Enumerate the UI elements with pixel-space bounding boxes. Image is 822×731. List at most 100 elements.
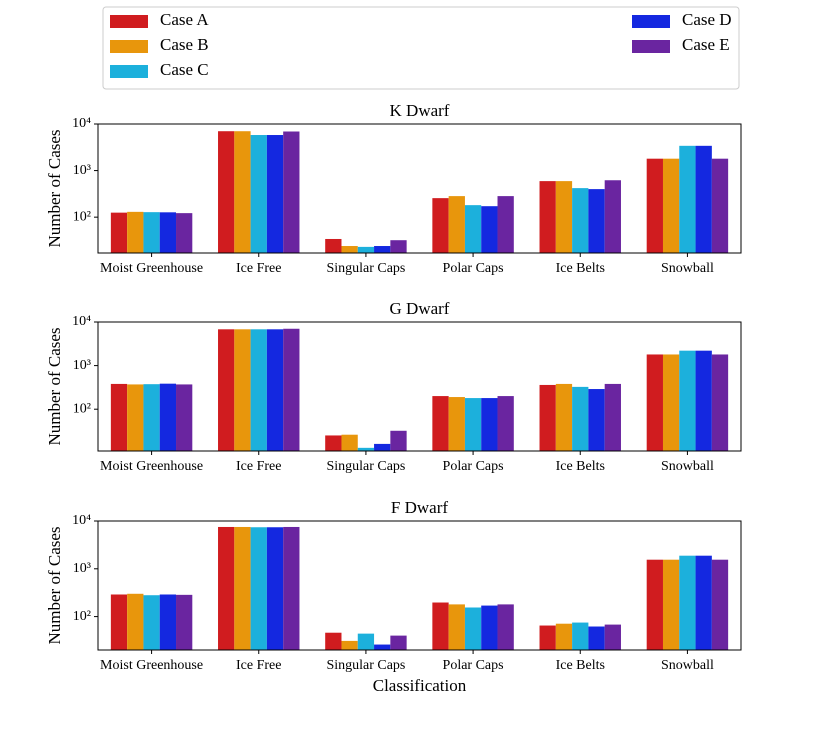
bar <box>555 623 573 650</box>
bar <box>695 350 712 451</box>
bar <box>572 188 589 253</box>
bar <box>374 246 391 253</box>
axes-frame <box>97 123 742 254</box>
bar <box>374 644 391 650</box>
bar <box>159 594 177 650</box>
y-axis-label: Number of Cases <box>45 526 64 644</box>
bar <box>539 625 556 650</box>
x-tick-label: Snowball <box>661 261 714 276</box>
y-tick-label: 10³ <box>73 163 91 178</box>
bar <box>588 389 605 451</box>
bar <box>604 383 621 451</box>
bar <box>159 212 177 253</box>
x-tick-label: Moist Greenhouse <box>100 459 203 474</box>
y-axis-label: Number of Cases <box>45 129 64 247</box>
bar <box>143 384 160 451</box>
legend-swatch <box>110 65 148 78</box>
axes-frame <box>97 321 742 452</box>
bar <box>218 526 235 650</box>
bar <box>390 430 407 451</box>
bar <box>481 605 498 650</box>
bar <box>341 434 358 451</box>
bar <box>432 396 449 451</box>
bar <box>266 329 284 451</box>
bar <box>266 135 284 253</box>
y-tick-label: 10⁴ <box>72 513 91 528</box>
bar <box>266 527 284 650</box>
bar <box>448 397 465 451</box>
axes-frame <box>97 520 742 651</box>
bar <box>390 635 407 650</box>
bar <box>234 526 251 650</box>
bar <box>250 527 267 650</box>
bar <box>662 354 680 451</box>
bar <box>572 386 589 451</box>
x-tick-label: Snowball <box>661 459 714 474</box>
bar <box>539 384 556 451</box>
bar <box>432 602 449 650</box>
bar <box>110 594 128 650</box>
x-tick-label: Snowball <box>661 658 714 673</box>
bar <box>176 594 193 650</box>
bar <box>110 212 128 253</box>
x-tick-label: Ice Free <box>236 658 281 673</box>
bar <box>464 398 482 451</box>
bar <box>218 131 235 253</box>
bar <box>497 604 514 650</box>
bar <box>497 196 514 253</box>
bar <box>711 158 729 253</box>
x-tick-label: Singular Caps <box>326 658 405 673</box>
legend-label: Case E <box>682 35 730 54</box>
bar <box>711 354 729 451</box>
bar <box>127 593 144 650</box>
x-tick-label: Singular Caps <box>326 261 405 276</box>
x-tick-label: Ice Free <box>236 261 281 276</box>
y-tick-label: 10⁴ <box>72 314 91 329</box>
bar <box>646 354 663 451</box>
bar <box>250 329 267 451</box>
x-tick-label: Moist Greenhouse <box>100 261 203 276</box>
bar <box>325 435 342 451</box>
bar <box>283 328 300 451</box>
legend-swatch <box>632 15 670 28</box>
bar <box>250 135 267 253</box>
bar <box>374 443 391 451</box>
subplot-title: F Dwarf <box>391 498 448 517</box>
bar <box>143 595 160 650</box>
x-tick-label: Ice Belts <box>556 658 605 673</box>
bar <box>679 350 696 451</box>
bar <box>325 238 342 253</box>
x-tick-label: Polar Caps <box>443 261 504 276</box>
bar <box>432 198 449 253</box>
legend-label: Case C <box>160 60 209 79</box>
legend-label: Case A <box>160 10 209 29</box>
y-tick-label: 10² <box>73 401 91 416</box>
bar <box>283 131 300 253</box>
legend-swatch <box>110 15 148 28</box>
bar <box>127 211 144 253</box>
legend-swatch <box>632 40 670 53</box>
x-tick-label: Singular Caps <box>326 459 405 474</box>
bar <box>448 604 465 650</box>
bar <box>539 181 556 253</box>
bar <box>464 205 482 253</box>
bar <box>481 398 498 451</box>
x-tick-label: Polar Caps <box>443 658 504 673</box>
bar <box>588 189 605 253</box>
subplot-title: K Dwarf <box>390 101 450 120</box>
x-axis-label: Classification <box>373 676 467 695</box>
legend-swatch <box>110 40 148 53</box>
x-tick-label: Polar Caps <box>443 459 504 474</box>
y-tick-label: 10³ <box>73 561 91 576</box>
bar <box>218 329 235 451</box>
bar <box>143 212 160 253</box>
bar <box>604 180 621 253</box>
bar <box>711 559 729 650</box>
legend-label: Case B <box>160 35 209 54</box>
bar <box>662 559 680 650</box>
bar <box>481 206 498 253</box>
legend-label: Case D <box>682 10 732 29</box>
y-tick-label: 10³ <box>73 358 91 373</box>
legend-box <box>102 6 740 90</box>
